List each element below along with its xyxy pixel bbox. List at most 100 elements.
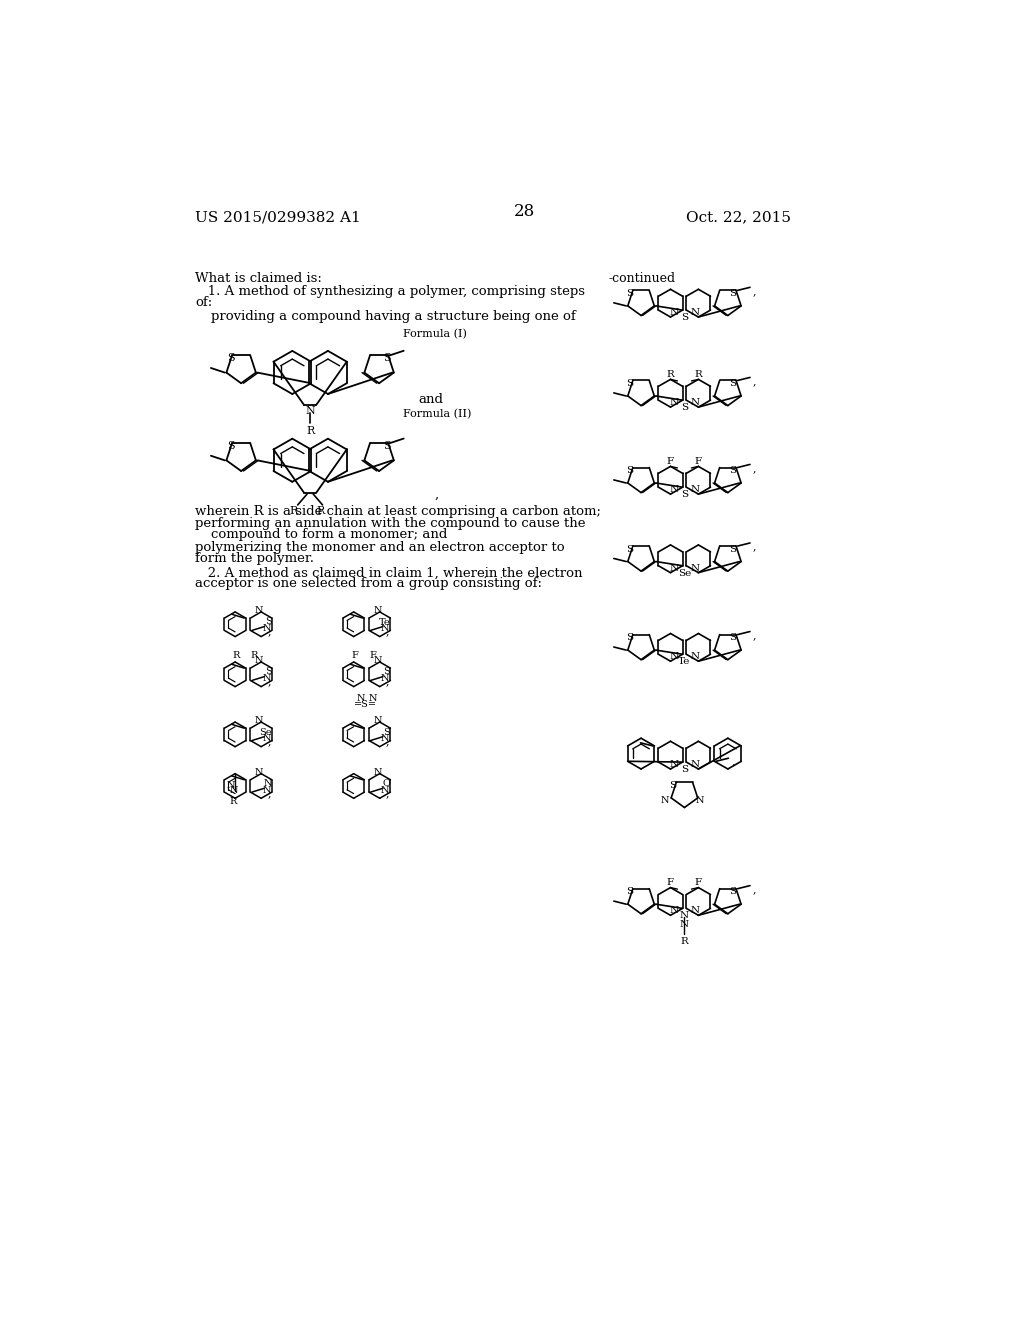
Text: N: N (381, 624, 389, 634)
Text: F: F (370, 651, 377, 660)
Text: N: N (680, 920, 689, 929)
Text: S: S (681, 490, 688, 499)
Text: S: S (681, 313, 688, 322)
Text: N: N (264, 779, 272, 788)
Text: ,: , (753, 376, 757, 385)
Text: ,: , (753, 463, 757, 473)
Text: N: N (262, 734, 270, 743)
Text: O: O (383, 779, 390, 788)
Text: S: S (729, 466, 736, 475)
Text: N: N (669, 308, 678, 317)
Text: acceptor is one selected from a group consisting of:: acceptor is one selected from a group co… (196, 577, 543, 590)
Text: R: R (289, 506, 297, 516)
Text: Oct. 22, 2015: Oct. 22, 2015 (686, 211, 791, 224)
Text: R: R (229, 797, 238, 805)
Text: ,: , (753, 630, 757, 640)
Text: Te: Te (379, 618, 390, 627)
Text: Se: Se (678, 569, 691, 578)
Text: R: R (306, 425, 314, 436)
Text: compound to form a monomer; and: compound to form a monomer; and (211, 528, 447, 541)
Text: R: R (316, 506, 325, 516)
Text: ,: , (386, 677, 389, 686)
Text: S: S (383, 668, 390, 676)
Text: N: N (255, 715, 263, 725)
Text: ,: , (753, 286, 757, 296)
Text: N: N (356, 693, 365, 702)
Text: N: N (695, 796, 705, 805)
Text: N: N (369, 693, 377, 702)
Text: N: N (691, 308, 699, 317)
Text: Formula (I): Formula (I) (403, 330, 467, 339)
Text: N: N (669, 399, 678, 407)
Text: N: N (691, 484, 699, 494)
Text: N: N (381, 787, 389, 795)
Text: N: N (381, 734, 389, 743)
Text: ,: , (386, 737, 389, 747)
Text: S: S (729, 379, 736, 388)
Text: N: N (373, 768, 382, 776)
Text: R: R (681, 937, 688, 946)
Text: ,: , (386, 627, 389, 636)
Text: 2. A method as claimed in claim 1, wherein the electron: 2. A method as claimed in claim 1, where… (196, 566, 583, 579)
Text: ,: , (753, 884, 757, 894)
Text: F: F (695, 879, 702, 887)
Text: N: N (669, 564, 678, 573)
Text: N: N (229, 785, 238, 795)
Text: N: N (227, 781, 236, 791)
Text: F: F (667, 879, 674, 887)
Text: N: N (373, 606, 382, 615)
Text: wherein R is a side chain at least comprising a carbon atom;: wherein R is a side chain at least compr… (196, 506, 601, 517)
Text: N: N (373, 715, 382, 725)
Text: S: S (226, 352, 234, 363)
Text: performing an annulation with the compound to cause the: performing an annulation with the compou… (196, 517, 586, 531)
Text: ,: , (434, 488, 438, 502)
Text: N: N (669, 907, 678, 915)
Text: ,: , (267, 788, 271, 799)
Text: polymerizing the monomer and an electron acceptor to: polymerizing the monomer and an electron… (196, 541, 565, 554)
Text: F: F (351, 651, 358, 660)
Text: N: N (305, 407, 315, 416)
Text: N: N (691, 760, 699, 768)
Text: F: F (695, 457, 702, 466)
Text: ,: , (731, 756, 735, 767)
Text: S: S (627, 545, 633, 553)
Text: S: S (681, 403, 688, 412)
Text: N: N (262, 787, 270, 795)
Text: S: S (627, 887, 633, 896)
Text: 28: 28 (514, 203, 536, 220)
Text: 1. A method of synthesizing a polymer, comprising steps: 1. A method of synthesizing a polymer, c… (196, 285, 586, 298)
Text: form the polymer.: form the polymer. (196, 552, 314, 565)
Text: S: S (383, 727, 390, 737)
Text: N: N (691, 564, 699, 573)
Text: N: N (660, 796, 670, 805)
Text: ,: , (386, 788, 389, 799)
Text: S: S (383, 441, 390, 451)
Text: ,: , (267, 737, 271, 747)
Text: N: N (691, 399, 699, 407)
Text: S: S (383, 352, 390, 363)
Text: N: N (262, 675, 270, 684)
Text: N: N (262, 624, 270, 634)
Text: R: R (694, 371, 702, 379)
Text: N: N (669, 652, 678, 661)
Text: What is claimed is:: What is claimed is: (196, 272, 323, 285)
Text: N: N (255, 606, 263, 615)
Text: R: R (232, 651, 241, 660)
Text: ,: , (267, 677, 271, 686)
Text: ,: , (267, 627, 271, 636)
Text: N: N (680, 911, 689, 920)
Text: Te: Te (678, 657, 690, 667)
Text: R: R (667, 371, 675, 379)
Text: S: S (226, 441, 234, 451)
Text: S: S (264, 618, 271, 627)
Text: Formula (II): Formula (II) (403, 409, 471, 418)
Text: N: N (691, 907, 699, 915)
Text: F: F (667, 457, 674, 466)
Text: N: N (373, 656, 382, 665)
Text: and: and (419, 393, 443, 407)
Text: R: R (251, 651, 258, 660)
Text: S: S (729, 545, 736, 553)
Text: US 2015/0299382 A1: US 2015/0299382 A1 (196, 211, 361, 224)
Text: providing a compound having a structure being one of: providing a compound having a structure … (211, 310, 575, 323)
Text: S: S (627, 379, 633, 388)
